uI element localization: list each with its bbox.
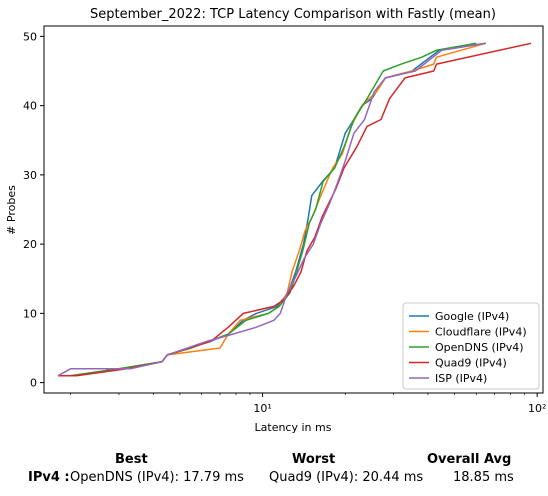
x-tick-label: 10¹ [253, 402, 271, 415]
legend-label-2: Cloudflare (IPv4) [435, 326, 527, 339]
plot-lines [57, 42, 532, 377]
y-tick-label: 10 [23, 307, 37, 320]
x-axis-ticks: 10¹ 10² [70, 393, 546, 415]
y-tick-label: 40 [23, 100, 37, 113]
legend-box [402, 302, 540, 390]
ipv4-row-label: IPv4 : [28, 470, 70, 485]
y-axis-label: # Probes [5, 185, 18, 235]
legend: Google (IPv4) Cloudflare (IPv4) OpenDNS (I… [402, 302, 540, 390]
overall-avg-header: Overall Avg [427, 452, 512, 467]
x-tick-label: 10² [528, 402, 546, 415]
best-header: Best [115, 452, 148, 467]
y-axis-ticks: 0 10 20 30 40 50 [23, 30, 44, 390]
worst-value: Quad9 (IPv4): 20.44 ms [269, 470, 424, 485]
legend-label-4: Quad9 (IPv4) [435, 357, 507, 370]
y-tick-label: 20 [23, 238, 37, 251]
y-tick-label: 30 [23, 169, 37, 182]
y-tick-label: 0 [30, 377, 37, 390]
series-line-5 [57, 42, 486, 377]
legend-label-1: Google (IPv4) [435, 310, 509, 323]
legend-label-3: OpenDNS (IPv4) [435, 341, 524, 354]
latency-chart: September_2022: TCP Latency Comparison w… [5, 7, 546, 434]
overall-avg-value: 18.85 ms [453, 470, 514, 485]
plot-frame [43, 25, 544, 394]
chart-title: September_2022: TCP Latency Comparison w… [90, 7, 496, 22]
summary-table: Best Worst Overall Avg IPv4 : OpenDNS (I… [0, 450, 548, 496]
legend-label-5: ISP (IPv4) [435, 372, 487, 385]
x-axis-label: Latency in ms [255, 421, 332, 434]
y-tick-label: 50 [23, 30, 37, 43]
worst-header: Worst [292, 452, 336, 467]
best-value: OpenDNS (IPv4): 17.79 ms [70, 470, 244, 485]
